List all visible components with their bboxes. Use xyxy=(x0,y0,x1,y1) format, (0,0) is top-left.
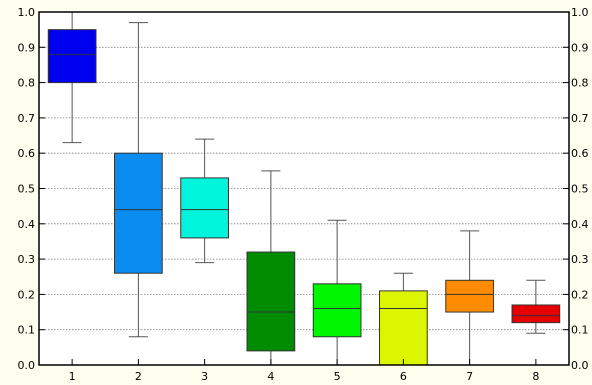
box-6 xyxy=(379,272,428,366)
x-tick-label: 7 xyxy=(466,370,473,383)
x-tick-label: 8 xyxy=(532,370,539,383)
box-body xyxy=(246,251,296,352)
y-axis-right: 0.0 0.1 0.2 0.3 0.4 0.5 0.6 0.7 0.8 0.9 1.0 xyxy=(563,6,589,372)
x-axis: 1 2 3 4 5 6 7 8 xyxy=(69,359,539,383)
x-tick-label: 1 xyxy=(69,370,76,383)
y-tick-label-right: 0.7 xyxy=(571,112,589,125)
y-tick-label-right: 0.3 xyxy=(571,253,589,266)
y-tick-label-right: 0.6 xyxy=(571,147,589,160)
x-tick-label: 3 xyxy=(201,370,208,383)
y-tick-label-right: 0.8 xyxy=(571,77,589,90)
y-tick-label-right: 1.0 xyxy=(571,6,589,19)
box-7 xyxy=(445,230,494,366)
y-tick-label: 0.3 xyxy=(18,253,36,266)
box-body xyxy=(312,283,362,338)
box-body xyxy=(379,290,428,366)
box-body xyxy=(511,304,561,324)
y-tick-label: 0.0 xyxy=(18,359,36,372)
x-tick-label: 2 xyxy=(135,370,142,383)
y-tick-label-right: 0.2 xyxy=(571,288,589,301)
y-tick-label-right: 0.1 xyxy=(571,324,589,337)
box-4 xyxy=(246,170,296,366)
y-tick-label-right: 0.9 xyxy=(571,41,589,54)
y-tick-label: 0.6 xyxy=(18,147,36,160)
box-body xyxy=(114,152,163,274)
y-tick-label: 0.5 xyxy=(18,183,36,196)
y-axis-left: 0.0 0.1 0.2 0.3 0.4 0.5 0.6 0.7 0.8 0.9 1.0 xyxy=(18,6,45,372)
box-2 xyxy=(114,22,163,338)
box-body xyxy=(445,279,494,313)
x-tick-label: 5 xyxy=(334,370,341,383)
box-1 xyxy=(47,11,97,144)
y-tick-label: 0.4 xyxy=(18,218,36,231)
y-tick-label-right: 0.5 xyxy=(571,183,589,196)
box-body xyxy=(180,177,229,239)
x-tick-label: 4 xyxy=(267,370,274,383)
x-tick-label: 6 xyxy=(400,370,407,383)
box-body xyxy=(47,29,97,84)
y-tick-label: 0.8 xyxy=(18,77,36,90)
box-3 xyxy=(180,138,229,264)
y-tick-label: 1.0 xyxy=(18,6,36,19)
box-8 xyxy=(511,279,561,334)
y-tick-label: 0.9 xyxy=(18,41,36,54)
y-tick-label: 0.2 xyxy=(18,288,36,301)
y-tick-label-right: 0.0 xyxy=(571,359,589,372)
y-tick-label: 0.1 xyxy=(18,324,36,337)
boxes xyxy=(47,11,561,366)
y-tick-label: 0.7 xyxy=(18,112,36,125)
box-5 xyxy=(312,219,362,366)
y-tick-label-right: 0.4 xyxy=(571,218,589,231)
